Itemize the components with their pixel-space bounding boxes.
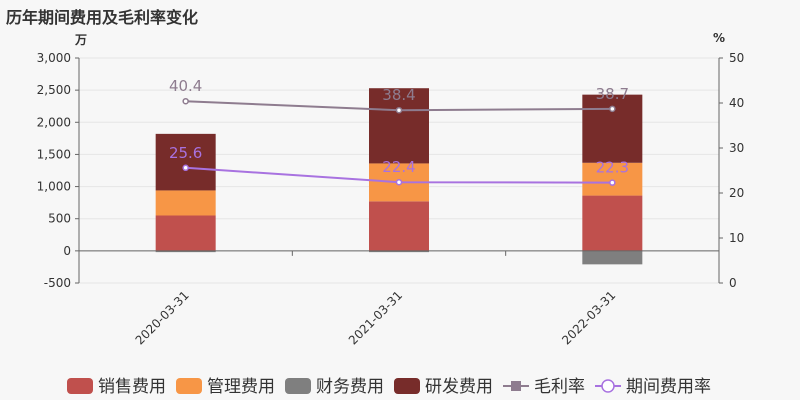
bar-销售费用	[155, 215, 216, 251]
point-期间费用率	[182, 164, 189, 172]
left-tick-label: 1,500	[37, 147, 71, 161]
bar-财务费用	[582, 250, 643, 265]
data-label-期间费用率: 25.6	[169, 144, 202, 162]
right-tick-label: 0	[729, 276, 737, 290]
legend-label: 管理费用	[207, 377, 275, 397]
bar-管理费用	[582, 162, 643, 196]
bar-管理费用	[155, 190, 216, 216]
legend-swatch	[285, 378, 311, 394]
legend-label: 销售费用	[98, 377, 166, 397]
bar-财务费用	[155, 250, 216, 253]
left-tick-label: 3,000	[37, 51, 71, 65]
x-tick-label: 2020-03-31	[133, 288, 192, 347]
left-tick-label: 0	[63, 244, 71, 258]
legend-item: 研发费用	[394, 377, 493, 397]
x-tick-label: 2021-03-31	[346, 288, 405, 347]
right-tick-label: 50	[729, 51, 744, 65]
legend: 销售费用 管理费用 财务费用 研发费用 毛利率 期间费用率	[67, 377, 711, 397]
data-label-毛利率: 38.7	[596, 85, 629, 103]
point-期间费用率	[609, 179, 616, 186]
data-label-毛利率: 38.4	[382, 86, 415, 104]
left-tick-label: 500	[48, 212, 71, 226]
left-tick-label: 2,000	[37, 115, 71, 129]
legend-marker	[601, 379, 615, 393]
chart-title: 历年期间费用及毛利率变化	[6, 8, 199, 27]
legend-item: 管理费用	[176, 377, 275, 397]
legend-item: 毛利率	[503, 377, 585, 397]
bar-研发费用	[582, 94, 643, 163]
point-毛利率	[395, 106, 403, 114]
right-tick-label: 20	[729, 186, 744, 200]
legend-item: 期间费用率	[595, 377, 711, 397]
bar-销售费用	[582, 195, 643, 251]
right-tick-label: 10	[729, 231, 744, 245]
point-毛利率	[182, 97, 189, 105]
data-label-期间费用率: 22.3	[596, 159, 629, 177]
legend-swatch	[176, 378, 202, 394]
right-tick-label: 40	[729, 96, 744, 110]
legend-label: 财务费用	[316, 377, 384, 397]
legend-label: 研发费用	[425, 377, 493, 397]
legend-swatch	[394, 378, 420, 394]
bar-财务费用	[369, 250, 429, 253]
legend-label: 毛利率	[534, 377, 585, 397]
left-tick-label: 1,000	[37, 180, 71, 194]
data-label-期间费用率: 22.4	[382, 158, 415, 176]
left-tick-label: 2,500	[37, 83, 71, 97]
legend-item: 销售费用	[67, 377, 166, 397]
bar-研发费用	[369, 88, 429, 164]
x-tick-label: 2022-03-31	[559, 288, 618, 347]
bar-销售费用	[369, 201, 429, 251]
right-axis-unit: %	[713, 31, 726, 45]
left-axis-unit: 万	[75, 33, 88, 47]
bar-研发费用	[155, 133, 216, 191]
right-tick-label: 30	[729, 141, 744, 155]
legend-swatch	[67, 378, 93, 394]
legend-label: 期间费用率	[626, 377, 711, 397]
data-label-毛利率: 40.4	[169, 77, 202, 95]
left-tick-label: -500	[44, 276, 71, 290]
legend-item: 财务费用	[285, 377, 384, 397]
point-期间费用率	[395, 178, 403, 186]
legend-marker	[511, 381, 521, 391]
point-毛利率	[609, 105, 616, 113]
